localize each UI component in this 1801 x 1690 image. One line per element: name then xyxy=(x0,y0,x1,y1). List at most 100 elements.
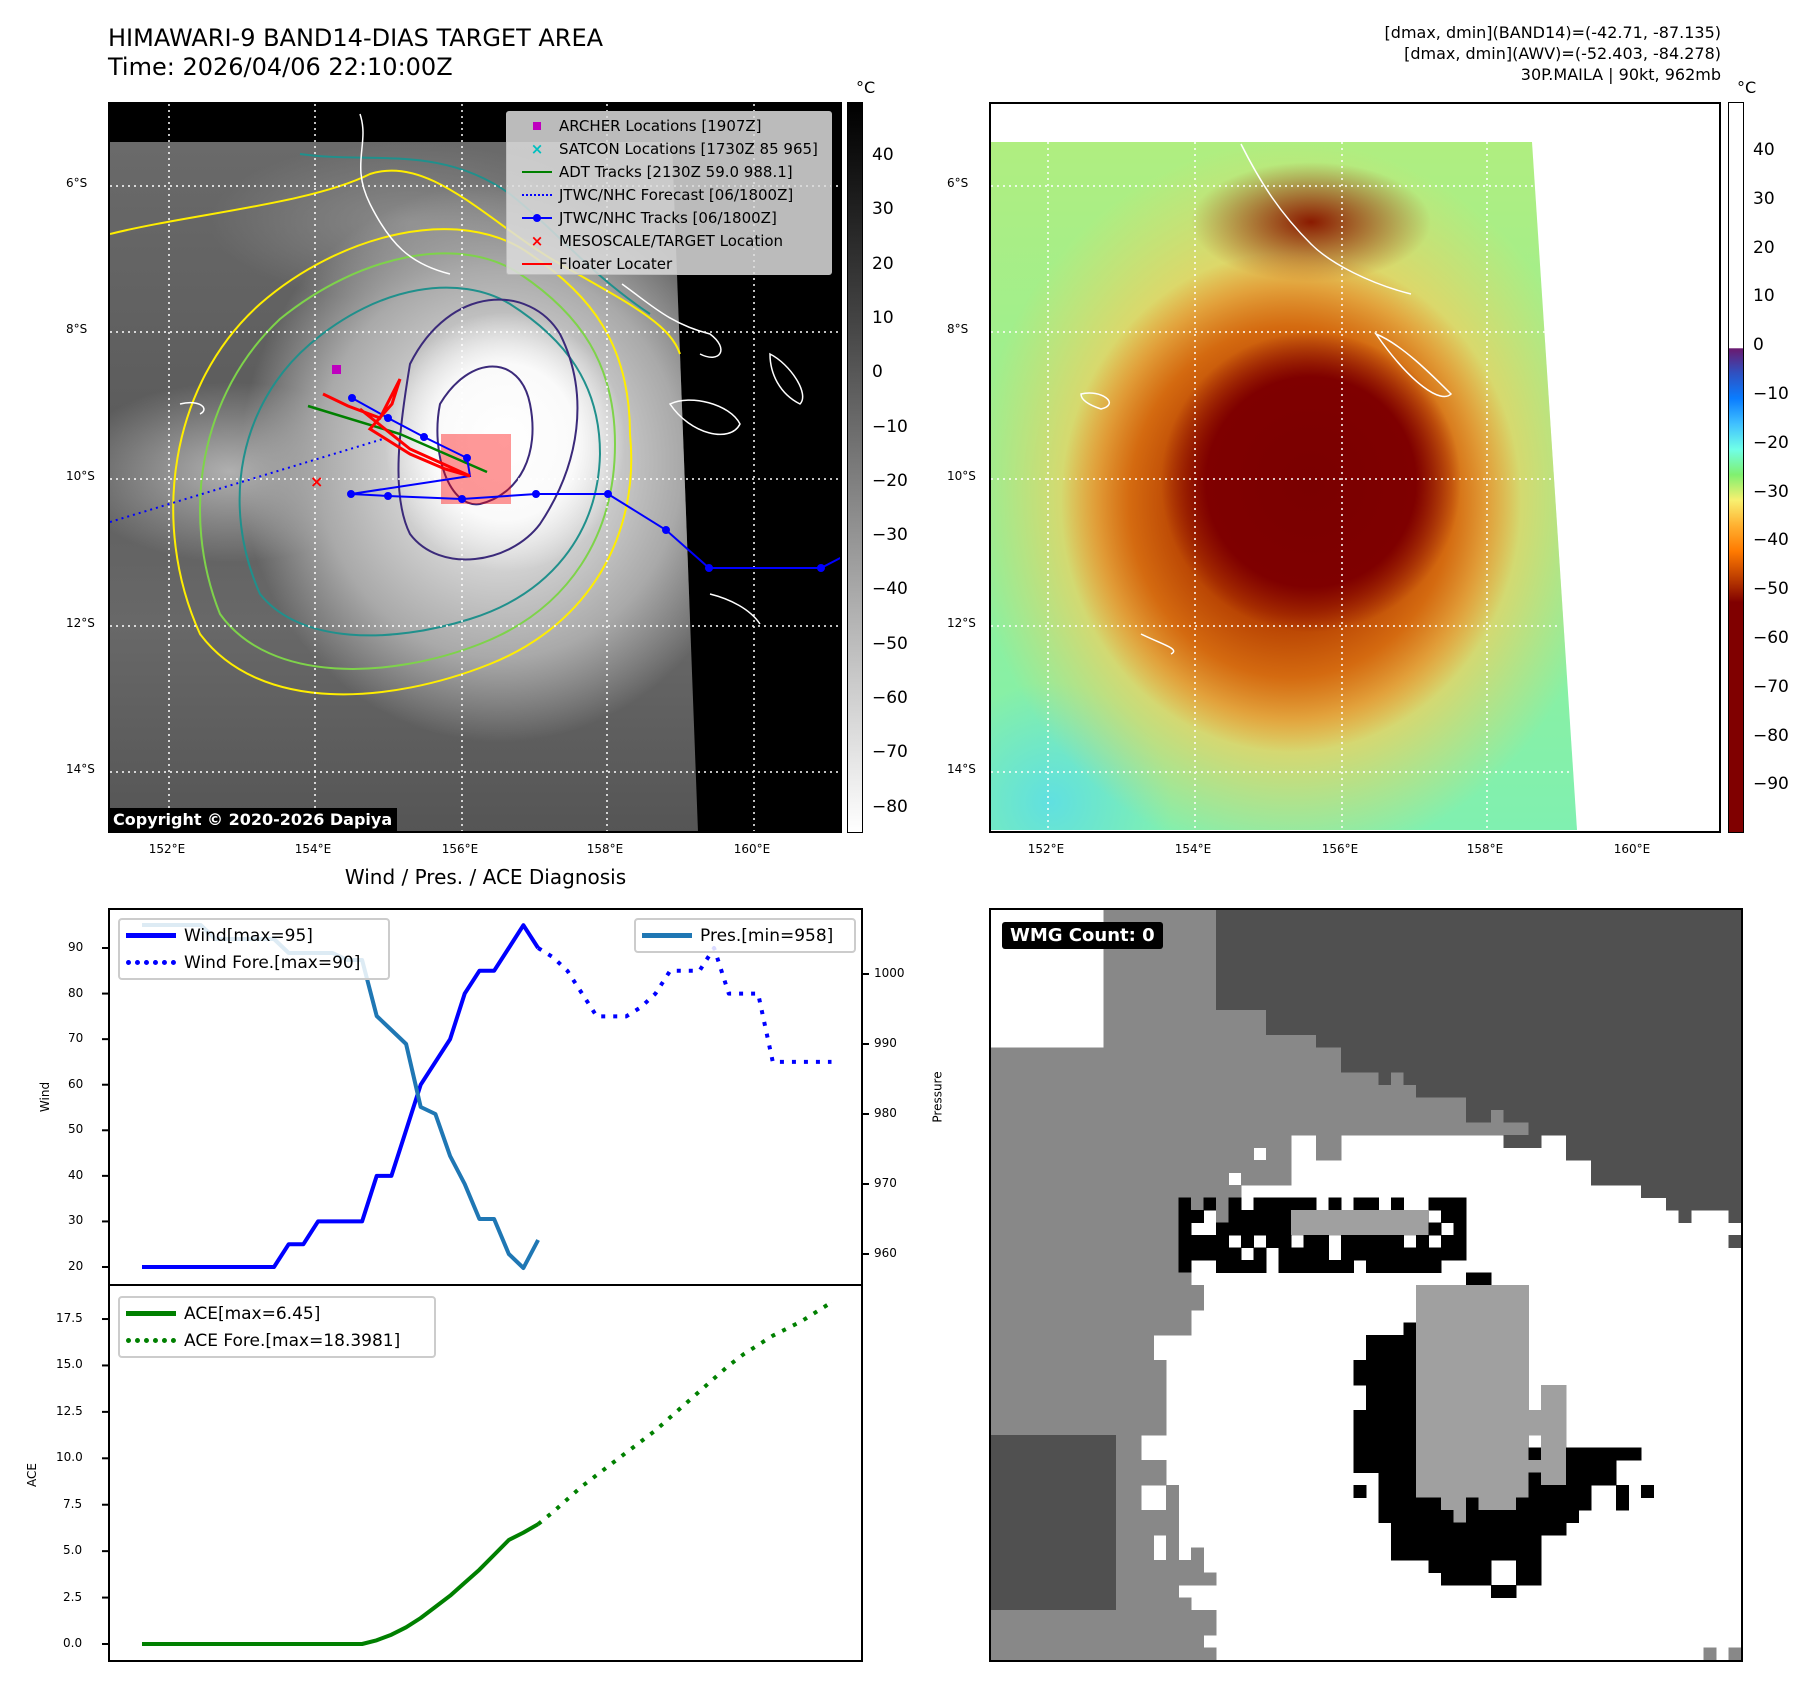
wmg-cell xyxy=(1291,1247,1304,1261)
wmg-cell xyxy=(1116,1022,1129,1036)
wmg-cell xyxy=(1041,1060,1054,1073)
figure-title: HIMAWARI-9 BAND14-DIAS TARGET AREA Time:… xyxy=(108,24,603,82)
wmg-cell xyxy=(1566,1035,1579,1048)
wmg-cell xyxy=(1416,1460,1429,1473)
wmg-cell xyxy=(1566,1010,1579,1023)
wmg-cell xyxy=(1691,947,1704,961)
wmg-cell xyxy=(1566,972,1579,986)
wmg-cell xyxy=(1666,1097,1679,1111)
wmg-cell xyxy=(1216,1260,1229,1273)
wmg-cell xyxy=(1153,1122,1167,1136)
wmg-cell xyxy=(1428,1410,1442,1423)
wmg-cell xyxy=(1041,1447,1054,1461)
wmg-cell xyxy=(1166,922,1179,936)
wmg-cell xyxy=(1141,1460,1154,1473)
wmg-cell xyxy=(1578,1035,1592,1048)
wmg-cell xyxy=(1353,947,1367,961)
wmg-cell xyxy=(1153,997,1167,1011)
wmg-cell xyxy=(1378,1235,1392,1248)
wmg-cell xyxy=(1391,972,1404,986)
wmg-cell xyxy=(1528,1510,1542,1523)
legend-item-adt: ADT Tracks [2130Z 59.0 988.1] xyxy=(507,160,831,183)
wmg-cell xyxy=(1503,1535,1517,1548)
wmg-cell xyxy=(1128,1022,1142,1036)
wmg-cell xyxy=(1053,1447,1067,1461)
colorbar-tick-label: −80 xyxy=(1753,725,1789,746)
wmg-cell xyxy=(1153,1597,1167,1611)
wmg-cell xyxy=(1491,1322,1504,1336)
wmg-cell xyxy=(1628,972,1642,986)
wmg-cell xyxy=(1491,1585,1504,1598)
wmg-cell xyxy=(1303,1035,1317,1048)
wmg-cell xyxy=(1166,1097,1179,1111)
wmg-cell xyxy=(1366,1397,1379,1411)
wmg-cell xyxy=(1691,1035,1704,1048)
wmg-cell xyxy=(1303,1097,1317,1111)
wmg-cell xyxy=(1466,1547,1479,1561)
wmg-cell xyxy=(1503,1510,1517,1523)
wmg-cell xyxy=(1116,1510,1129,1523)
wmg-cell xyxy=(1066,1360,1079,1373)
wmg-cell xyxy=(1366,1447,1379,1461)
wmg-cell xyxy=(1403,1397,1417,1411)
wmg-cell xyxy=(1516,1110,1529,1123)
wmg-cell xyxy=(1616,1160,1629,1173)
wmg-cell xyxy=(991,1047,1004,1061)
wmg-cell xyxy=(1228,997,1242,1011)
wmg-cell xyxy=(1328,1097,1342,1111)
wmg-cell xyxy=(1053,1097,1067,1111)
wmg-cell xyxy=(1078,1310,1092,1323)
wmg-cell xyxy=(1091,1397,1104,1411)
wmg-cell xyxy=(1653,1022,1667,1036)
wmg-cell xyxy=(1303,1085,1317,1098)
wmg-cell xyxy=(1053,1497,1067,1511)
wmg-cell xyxy=(1441,947,1454,961)
wmg-cell xyxy=(1053,1485,1067,1498)
wmg-cell xyxy=(991,1072,1004,1086)
wmg-cell xyxy=(1541,1435,1554,1448)
wmg-cell xyxy=(1366,1247,1379,1261)
wmg-cell xyxy=(1441,1560,1454,1573)
wmg-cell xyxy=(1703,1035,1717,1048)
wmg-cell xyxy=(1716,1022,1729,1036)
wmg-cell xyxy=(1553,1060,1567,1073)
wmg-cell xyxy=(1403,1497,1417,1511)
wmg-cell xyxy=(1291,997,1304,1011)
wmg-cell xyxy=(1503,1422,1517,1436)
wmg-cell xyxy=(991,1122,1004,1136)
wmg-cell xyxy=(1566,960,1579,973)
wmg-cell xyxy=(1428,1485,1442,1498)
wmg-cell xyxy=(1566,985,1579,998)
wmg-cell xyxy=(1028,1385,1042,1398)
wmg-cell xyxy=(1353,1097,1367,1111)
floater-locater-track xyxy=(322,378,471,478)
wmg-cell xyxy=(1178,1310,1192,1323)
wmg-cell xyxy=(1653,935,1667,948)
wmg-cell xyxy=(1603,1135,1617,1148)
wmg-cell xyxy=(1528,1485,1542,1498)
wmg-cell xyxy=(1466,1397,1479,1411)
wmg-cell xyxy=(1203,985,1217,998)
lon-tick-label: 158°E xyxy=(1466,842,1504,856)
wmg-cell xyxy=(1266,1172,1279,1186)
wmg-cell xyxy=(1466,1010,1479,1023)
wmg-cell xyxy=(991,1560,1004,1573)
wmg-cell xyxy=(1503,1585,1517,1598)
wmg-cell xyxy=(1441,1435,1454,1448)
wmg-cell xyxy=(1341,972,1354,986)
wmg-cell xyxy=(1228,1085,1242,1098)
wmg-cell xyxy=(1678,1147,1692,1161)
wmg-cell xyxy=(1466,1285,1479,1298)
wmg-cell xyxy=(1153,1072,1167,1086)
wmg-cell xyxy=(1391,1047,1404,1061)
wmg-cell xyxy=(1053,1347,1067,1361)
wmg-cell xyxy=(1703,1060,1717,1073)
wmg-cell xyxy=(1128,1085,1142,1098)
wmg-cell xyxy=(1016,1535,1029,1548)
wmg-cell xyxy=(1603,1447,1617,1461)
wmg-cell xyxy=(1391,1435,1404,1448)
chart-title: Wind / Pres. / ACE Diagnosis xyxy=(344,865,627,889)
wmg-cell xyxy=(1253,1210,1267,1223)
wmg-cell xyxy=(1078,1135,1092,1148)
wmg-cell xyxy=(1216,1060,1229,1073)
